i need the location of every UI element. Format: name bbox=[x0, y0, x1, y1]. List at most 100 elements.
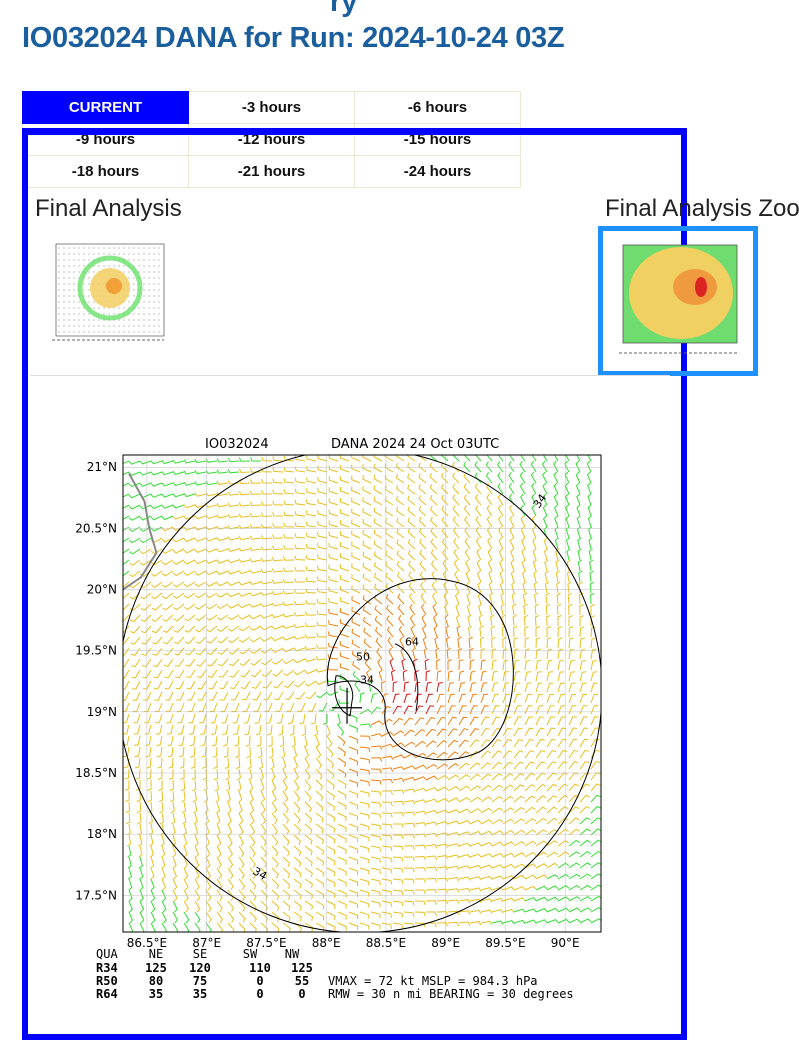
wind-barb bbox=[425, 855, 438, 860]
nav-minus-3h[interactable]: -3 hours bbox=[188, 91, 355, 124]
wind-barb bbox=[579, 907, 592, 913]
wind-barb bbox=[513, 716, 523, 726]
final-analysis-thumbnail[interactable] bbox=[48, 240, 168, 352]
wind-barb bbox=[337, 867, 347, 876]
wind-barb bbox=[294, 566, 306, 572]
wind-barb bbox=[130, 625, 141, 634]
wind-barb bbox=[337, 757, 347, 767]
wind-barb bbox=[475, 537, 482, 550]
wind-barb bbox=[414, 810, 427, 815]
wind-barb bbox=[166, 724, 174, 735]
wind-barb bbox=[576, 504, 581, 517]
wind-barb bbox=[143, 702, 152, 712]
wind-barb bbox=[465, 570, 471, 583]
nav-minus-24h[interactable]: -24 hours bbox=[354, 155, 521, 188]
wind-barb bbox=[509, 455, 515, 462]
wind-barb bbox=[139, 900, 145, 913]
wind-barb bbox=[271, 579, 284, 584]
wind-barb bbox=[135, 768, 141, 780]
wind-barb bbox=[146, 768, 152, 780]
wind-barb bbox=[513, 908, 526, 913]
wind-barb bbox=[491, 682, 499, 693]
wind-barb bbox=[129, 570, 141, 578]
wind-barb bbox=[409, 614, 416, 627]
wind-barb bbox=[546, 693, 555, 704]
table-cell: 125 bbox=[291, 961, 313, 975]
wind-barb bbox=[351, 552, 361, 561]
wind-barb bbox=[227, 922, 235, 932]
wind-barb bbox=[238, 547, 251, 552]
wind-barb bbox=[546, 727, 556, 737]
wind-barb bbox=[351, 596, 361, 605]
wind-barb bbox=[370, 856, 381, 863]
wind-barb bbox=[469, 670, 476, 682]
wind-barb bbox=[508, 471, 515, 484]
wind-barb bbox=[381, 743, 394, 748]
wind-barb bbox=[293, 790, 301, 802]
wind-barb bbox=[123, 691, 130, 701]
wind-barb bbox=[436, 786, 449, 792]
wind-barb bbox=[339, 486, 350, 495]
wind-barb bbox=[579, 738, 589, 748]
wind-barb bbox=[123, 603, 130, 611]
nav-minus-18h[interactable]: -18 hours bbox=[22, 155, 189, 188]
wind-barb bbox=[180, 779, 186, 792]
wind-barb bbox=[480, 705, 489, 715]
wind-barb bbox=[227, 513, 240, 519]
wind-barb bbox=[306, 466, 317, 473]
wind-barb bbox=[337, 889, 347, 898]
wind-barb bbox=[554, 504, 559, 517]
wind-barb bbox=[216, 581, 229, 587]
wind-barb bbox=[205, 856, 211, 869]
wind-barb bbox=[568, 851, 580, 858]
wind-barb bbox=[183, 570, 196, 577]
wind-barb bbox=[359, 812, 370, 820]
wind-barb bbox=[389, 658, 394, 671]
wind-barb bbox=[304, 812, 313, 823]
wind-barb bbox=[567, 581, 572, 594]
wind-barb bbox=[328, 509, 339, 517]
wind-barb bbox=[179, 746, 185, 758]
wind-barb bbox=[544, 581, 550, 594]
wind-barb bbox=[458, 693, 466, 704]
wind-barb bbox=[458, 842, 471, 847]
wind-barb bbox=[317, 487, 328, 495]
wind-barb bbox=[414, 867, 427, 872]
wind-barb bbox=[305, 611, 317, 616]
wind-barb bbox=[238, 513, 251, 518]
wind-barb bbox=[260, 603, 273, 608]
wind-barb bbox=[276, 713, 284, 724]
wind-barb bbox=[328, 455, 339, 462]
nav-minus-21h[interactable]: -21 hours bbox=[188, 155, 355, 188]
wind-barb bbox=[447, 785, 460, 792]
wind-barb bbox=[240, 680, 251, 690]
wind-barb bbox=[385, 528, 394, 539]
wind-barb bbox=[304, 878, 313, 889]
wind-barb bbox=[432, 603, 438, 616]
nav-minus-6h[interactable]: -6 hours bbox=[354, 91, 521, 124]
wind-barb bbox=[195, 636, 207, 644]
wind-barb bbox=[524, 659, 531, 671]
wind-barb bbox=[326, 834, 336, 844]
wind-barb bbox=[351, 585, 361, 594]
wind-barb bbox=[227, 547, 240, 552]
wind-barb bbox=[293, 867, 302, 878]
wind-barb bbox=[194, 526, 207, 531]
wind-barb bbox=[524, 648, 530, 660]
wind-barb bbox=[381, 878, 393, 885]
wind-barb bbox=[579, 705, 588, 715]
wind-barb bbox=[282, 790, 289, 803]
wind-barb bbox=[326, 911, 336, 921]
wind-barb bbox=[148, 801, 153, 814]
final-analysis-zoom-thumbnail[interactable] bbox=[598, 226, 758, 376]
wind-barb bbox=[557, 615, 562, 627]
wind-barb bbox=[480, 887, 493, 892]
wind-barb bbox=[457, 647, 463, 660]
wind-barb bbox=[524, 863, 537, 869]
nav-current[interactable]: CURRENT bbox=[22, 91, 189, 124]
wind-barb bbox=[249, 580, 262, 585]
wind-barb bbox=[373, 529, 383, 539]
wind-barb bbox=[337, 900, 347, 909]
wind-barb bbox=[465, 581, 471, 594]
wind-barb bbox=[144, 713, 152, 724]
